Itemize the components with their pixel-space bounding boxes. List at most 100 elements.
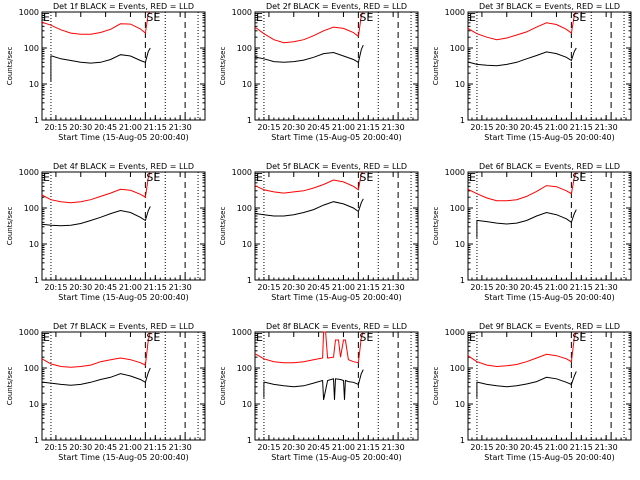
- events-series-line: [263, 369, 364, 401]
- events-series-line: [467, 47, 577, 78]
- y-axis-label: Counts/sec: [219, 367, 227, 406]
- panel-det-7: Det 7f BLACK = Events, RED = LLD 1 10 100 10…: [6, 322, 206, 462]
- x-tick-label: 21:30: [595, 443, 618, 452]
- x-tick-label: 21:00: [545, 443, 568, 452]
- panel-det-2: Det 2f BLACK = Events, RED = LLD 1 10 100 10…: [219, 2, 419, 142]
- plot-frame: [41, 11, 206, 121]
- x-tick-label: 21:00: [119, 443, 142, 452]
- panel-det-6: Det 6f BLACK = Events, RED = LLD 1 10 100 10…: [432, 162, 632, 302]
- lld-series-line: [41, 171, 151, 204]
- x-tick-label: 20:15: [470, 123, 493, 132]
- panel-title: Det 1f BLACK = Events, RED = LLD: [53, 2, 194, 11]
- x-tick-label: 21:00: [119, 283, 142, 292]
- y-tick-label: 1000: [19, 8, 39, 17]
- x-tick-label: 21:00: [545, 283, 568, 292]
- x-tick-label: 20:45: [307, 443, 330, 452]
- annotation-e: E: [43, 171, 50, 184]
- x-tick-label: 20:45: [307, 123, 330, 132]
- x-tick-label: 20:15: [470, 443, 493, 452]
- x-axis-label: Start Time (15-Aug-05 20:00:40): [484, 133, 615, 142]
- lld-series-line: [467, 11, 577, 41]
- y-tick-label: 1000: [232, 8, 252, 17]
- y-tick-label: 100: [450, 364, 465, 373]
- lld-series-line: [254, 171, 364, 194]
- annotation-se: SE: [572, 11, 586, 24]
- lld-series-line: [467, 331, 577, 368]
- annotation-e: E: [256, 331, 263, 344]
- x-axis-label: Start Time (15-Aug-05 20:00:40): [271, 453, 402, 462]
- annotation-e: E: [469, 171, 476, 184]
- x-tick-label: 20:15: [44, 123, 67, 132]
- events-series-line: [254, 198, 364, 234]
- panel-title: Det 3f BLACK = Events, RED = LLD: [479, 2, 620, 11]
- x-axis-label: Start Time (15-Aug-05 20:00:40): [484, 453, 615, 462]
- x-tick-label: 21:15: [357, 123, 380, 132]
- x-tick-label: 20:15: [257, 443, 280, 452]
- y-tick-label: 10: [455, 240, 465, 249]
- x-tick-label: 20:45: [94, 123, 117, 132]
- annotation-se: SE: [572, 171, 586, 184]
- y-tick-label: 100: [450, 204, 465, 213]
- x-tick-label: 20:30: [495, 283, 518, 292]
- plot-frame: [254, 171, 419, 281]
- x-tick-label: 20:45: [520, 123, 543, 132]
- y-axis-label: Counts/sec: [432, 207, 440, 246]
- y-axis-label: Counts/sec: [6, 367, 14, 406]
- events-series-line: [41, 367, 151, 402]
- x-tick-label: 21:00: [332, 283, 355, 292]
- x-tick-label: 21:30: [169, 283, 192, 292]
- panel-title: Det 7f BLACK = Events, RED = LLD: [53, 322, 194, 331]
- annotation-e: E: [256, 11, 263, 24]
- x-tick-label: 21:15: [144, 443, 167, 452]
- y-tick-label: 1: [34, 436, 39, 445]
- y-tick-label: 1: [247, 116, 252, 125]
- lld-series-line: [41, 331, 151, 368]
- y-tick-label: 1: [247, 436, 252, 445]
- y-tick-label: 100: [450, 44, 465, 53]
- y-tick-label: 1000: [445, 8, 465, 17]
- y-tick-label: 10: [242, 400, 252, 409]
- lld-series-line: [254, 11, 364, 44]
- annotation-e: E: [43, 11, 50, 24]
- lld-series-line: [467, 171, 577, 202]
- panel-title: Det 8f BLACK = Events, RED = LLD: [266, 322, 407, 331]
- plot-frame: [254, 331, 419, 441]
- x-tick-label: 21:15: [144, 123, 167, 132]
- y-tick-label: 100: [24, 364, 39, 373]
- y-axis-label: Counts/sec: [432, 47, 440, 86]
- x-tick-label: 20:30: [495, 123, 518, 132]
- lld-series-line: [41, 11, 151, 35]
- x-tick-label: 21:15: [357, 443, 380, 452]
- x-axis-label: Start Time (15-Aug-05 20:00:40): [271, 133, 402, 142]
- panel-title: Det 4f BLACK = Events, RED = LLD: [53, 162, 194, 171]
- y-tick-label: 1: [34, 116, 39, 125]
- events-series-line: [476, 209, 577, 238]
- x-tick-label: 20:30: [495, 443, 518, 452]
- x-tick-label: 20:45: [520, 443, 543, 452]
- y-tick-label: 1000: [19, 328, 39, 337]
- panel-title: Det 6f BLACK = Events, RED = LLD: [479, 162, 620, 171]
- x-tick-label: 20:30: [282, 283, 305, 292]
- y-tick-label: 10: [29, 400, 39, 409]
- plot-frame: [254, 11, 419, 121]
- annotation-e: E: [43, 331, 50, 344]
- panel-title: Det 5f BLACK = Events, RED = LLD: [266, 162, 407, 171]
- panel-title: Det 2f BLACK = Events, RED = LLD: [266, 2, 407, 11]
- y-tick-label: 10: [242, 80, 252, 89]
- x-axis-label: Start Time (15-Aug-05 20:00:40): [58, 293, 189, 302]
- y-tick-label: 100: [237, 364, 252, 373]
- plot-frame: [467, 171, 632, 281]
- panel-det-5: Det 5f BLACK = Events, RED = LLD 1 10 100 10…: [219, 162, 419, 302]
- y-tick-label: 1000: [445, 328, 465, 337]
- plot-frame: [467, 331, 632, 441]
- x-tick-label: 20:30: [282, 123, 305, 132]
- x-tick-label: 20:45: [94, 443, 117, 452]
- panel-det-9: Det 9f BLACK = Events, RED = LLD 1 10 100 10…: [432, 322, 632, 462]
- x-tick-label: 20:30: [69, 443, 92, 452]
- x-tick-label: 21:30: [595, 123, 618, 132]
- annotation-se: SE: [359, 171, 373, 184]
- annotation-se: SE: [146, 331, 160, 344]
- y-axis-label: Counts/sec: [219, 47, 227, 86]
- y-tick-label: 1: [460, 436, 465, 445]
- panel-det-3: Det 3f BLACK = Events, RED = LLD 1 10 100 10…: [432, 2, 632, 142]
